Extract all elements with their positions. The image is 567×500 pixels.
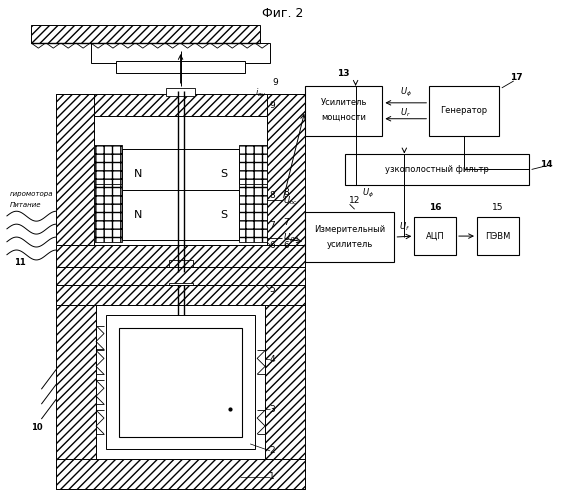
Text: Фиг. 2: Фиг. 2 [263,7,304,20]
Bar [106,314,255,449]
Text: 14: 14 [540,160,553,169]
Text: N: N [134,170,142,179]
Text: 1: 1 [269,472,275,481]
Bar [267,94,305,245]
Bar [166,88,196,96]
Bar [96,304,265,459]
Text: S: S [220,170,227,179]
Bar [305,86,383,136]
Text: 11: 11 [14,258,26,268]
Text: 8: 8 [269,191,275,200]
Text: Усилитель: Усилитель [320,98,367,108]
Text: гиромотора: гиромотора [10,192,53,198]
Text: 12: 12 [349,196,360,205]
Text: N: N [134,210,142,220]
Text: 15: 15 [492,202,503,211]
Text: 6: 6 [269,240,275,250]
Text: мощности: мощности [321,113,366,122]
Text: $U_{ДВ}$: $U_{ДВ}$ [283,232,299,244]
Bar [56,245,305,267]
Text: 4: 4 [269,355,275,364]
Bar [477,217,519,255]
Text: 3: 3 [269,404,275,413]
Bar [91,43,270,63]
Text: $U_r$: $U_r$ [400,106,411,119]
Bar [265,285,305,488]
Text: Питание: Питание [10,202,41,208]
Text: 9: 9 [272,78,278,88]
Bar [56,94,94,245]
Text: $U_f$: $U_f$ [399,221,410,234]
Text: 17: 17 [510,74,523,82]
Bar [122,190,239,240]
Text: 6: 6 [283,240,289,250]
Bar [116,61,245,73]
Bar [414,217,456,255]
Bar [94,144,122,204]
Bar [56,267,305,285]
Text: 16: 16 [429,202,441,211]
Bar [239,144,267,204]
Text: 7: 7 [283,218,289,226]
Text: 5: 5 [269,286,275,294]
Text: Генератор: Генератор [441,106,488,116]
Bar [56,285,96,488]
Bar [56,94,305,116]
Bar [31,26,260,43]
Bar [122,148,239,201]
Text: $i_{вн}$: $i_{вн}$ [255,86,266,99]
Bar [345,154,528,186]
Bar [119,328,242,437]
Text: S: S [220,210,227,220]
Bar [94,116,267,245]
Bar [239,184,267,242]
Text: 7: 7 [269,220,275,230]
Text: 10: 10 [31,422,42,432]
Bar [94,184,122,242]
Bar [56,285,305,304]
Bar [56,459,305,488]
Text: 2: 2 [269,446,275,456]
Bar [429,86,499,136]
Text: $U_\phi$: $U_\phi$ [400,86,412,100]
Text: 13: 13 [337,70,350,78]
Text: $U_\phi$: $U_\phi$ [362,187,374,200]
Text: ПЭВМ: ПЭВМ [485,232,510,240]
Text: Измерительный: Измерительный [314,224,385,234]
Text: узкополостный фильтр: узкополостный фильтр [384,165,489,174]
Text: 9: 9 [269,102,275,110]
Text: усилитель: усилитель [327,240,373,248]
Text: 8: 8 [283,188,289,197]
Bar [168,283,193,294]
Text: АЦП: АЦП [426,232,445,240]
Bar [168,260,193,272]
Text: $U_{ос}$: $U_{ос}$ [283,194,298,206]
Bar [305,212,395,262]
